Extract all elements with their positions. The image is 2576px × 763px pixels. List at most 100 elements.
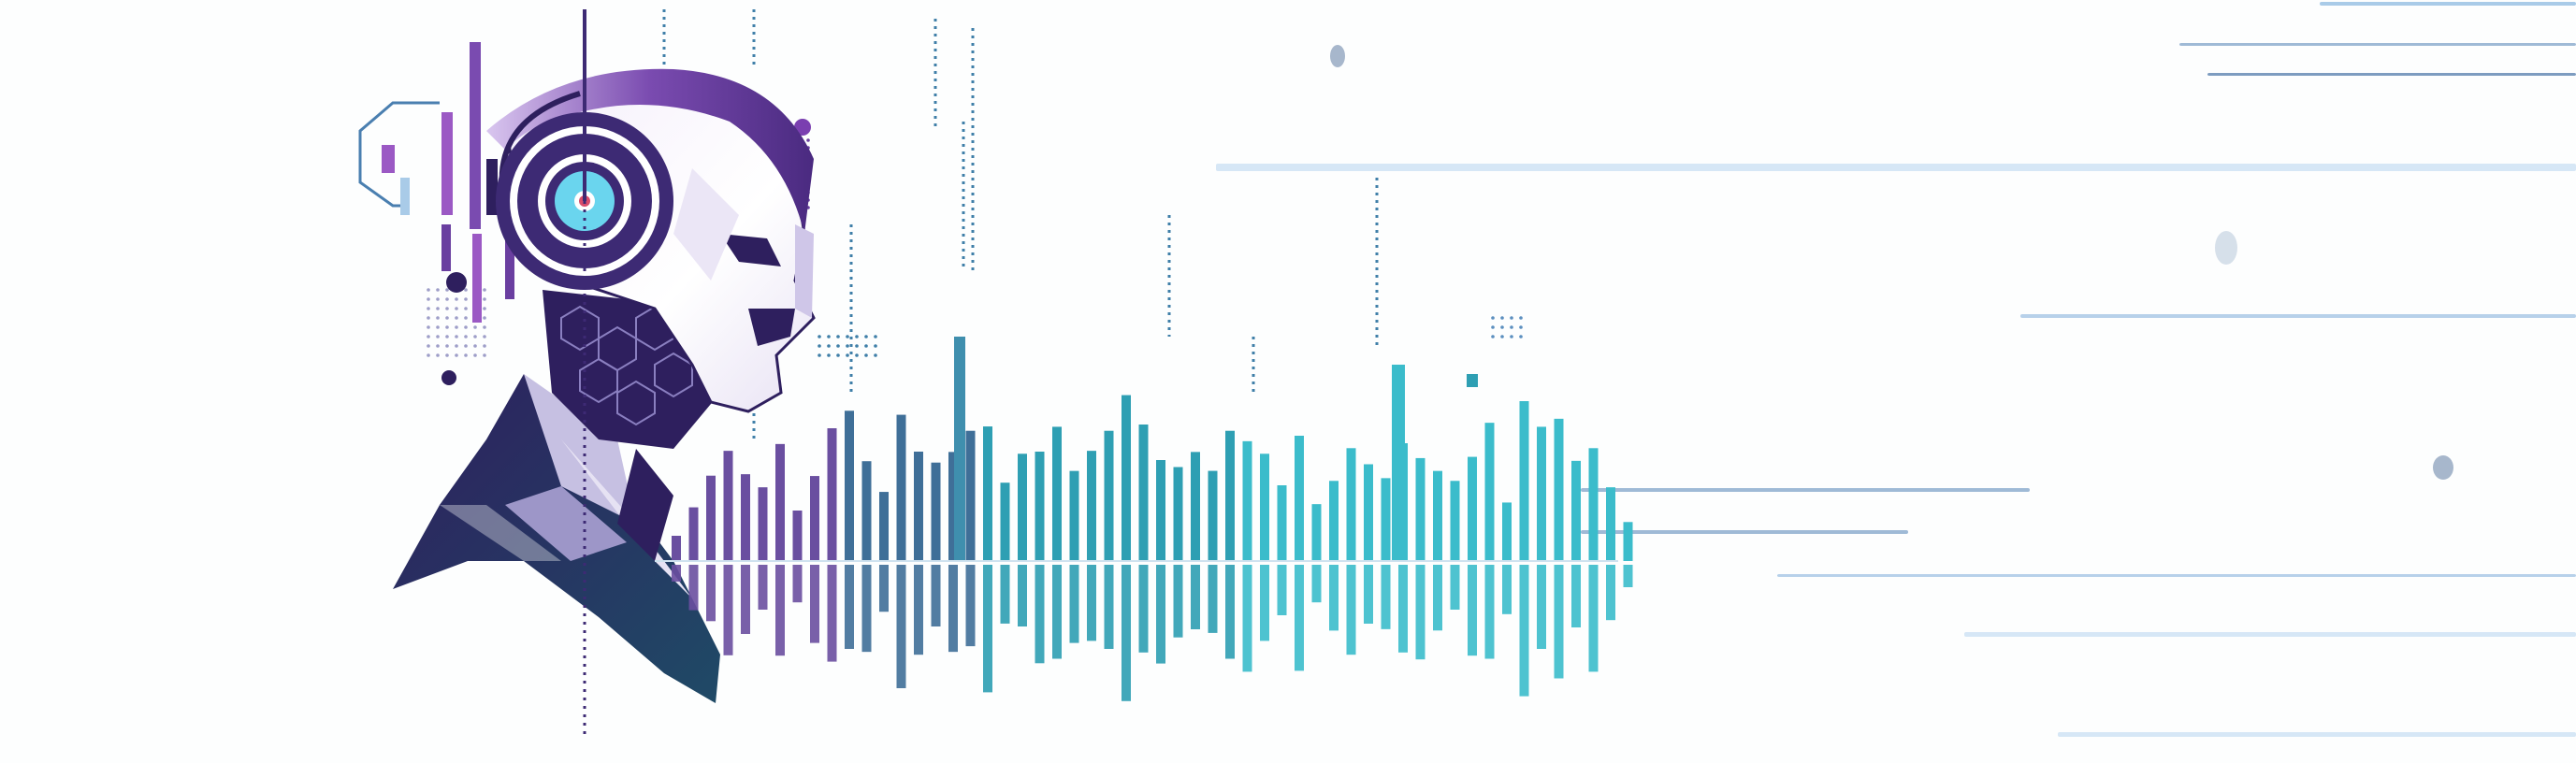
wave-bar-upper	[672, 536, 681, 561]
wave-bar-upper	[1000, 482, 1010, 561]
wave-bar-lower	[706, 565, 716, 622]
grid-dot	[846, 344, 849, 348]
grid-dot	[473, 353, 477, 357]
grid-dot	[436, 316, 440, 320]
wave-bar-lower	[1364, 565, 1373, 624]
grid-dot	[846, 353, 849, 357]
wave-bar-lower	[1035, 565, 1045, 664]
wave-bar-tall	[954, 337, 965, 561]
grid-dot	[464, 297, 468, 301]
grid-dot	[436, 307, 440, 310]
wave-bar-lower	[1242, 565, 1252, 672]
wave-bar-upper	[1571, 460, 1581, 561]
wave-bar-lower	[1468, 565, 1477, 656]
grid-dot	[827, 353, 831, 357]
grid-dot	[436, 325, 440, 329]
grid-dot	[1510, 325, 1513, 329]
grid-dot	[436, 297, 440, 301]
grid-dot	[864, 353, 868, 357]
wave-bar-lower	[1381, 565, 1391, 629]
grid-dot	[818, 344, 821, 348]
wave-bar-upper	[758, 487, 768, 561]
wave-bar-upper	[1537, 426, 1546, 561]
wave-bar-lower	[965, 565, 976, 647]
wave-bar-lower	[1104, 565, 1114, 649]
grid-dot	[836, 335, 840, 338]
wave-bar-upper	[1035, 452, 1045, 561]
wave-bar-upper	[965, 430, 976, 561]
wave-bar-lower	[1398, 565, 1408, 653]
speed-lines	[1216, 2, 2576, 737]
grid-dot	[1500, 335, 1504, 338]
grid-dot	[827, 335, 831, 338]
grid-dot	[427, 353, 430, 357]
wave-bar-lower	[741, 565, 750, 634]
grid-dot	[455, 297, 458, 301]
grid-dot	[464, 288, 468, 292]
wave-bar-lower	[1260, 565, 1269, 641]
wave-bar-lower	[896, 565, 906, 688]
wave-bar-upper	[1450, 481, 1460, 561]
wave-bar-lower	[914, 565, 923, 655]
speed-line	[1581, 530, 1908, 534]
grid-dot	[436, 288, 440, 292]
grid-dot	[455, 316, 458, 320]
wave-bar-upper	[1588, 448, 1599, 561]
wave-bar-lower	[1018, 565, 1027, 626]
grid-dot	[455, 344, 458, 348]
wave-bar-lower	[758, 565, 768, 610]
grid-dot	[445, 316, 449, 320]
wave-bar-lower	[845, 565, 854, 649]
wave-bar-upper	[1225, 430, 1235, 561]
wave-bar-lower	[1415, 565, 1425, 660]
grid-dot	[874, 335, 877, 338]
wave-bar-upper	[1156, 460, 1165, 561]
grid-dot	[483, 297, 486, 301]
wave-bar-upper	[1087, 451, 1096, 561]
wave-bar-lower	[1519, 565, 1529, 697]
grid-dot	[436, 344, 440, 348]
headphones-icon	[496, 9, 673, 739]
wave-bar-lower	[1122, 565, 1131, 701]
grid-dot	[1519, 335, 1523, 338]
grid-dot	[864, 335, 868, 338]
grid-dot	[483, 288, 486, 292]
wave-bar-lower	[1571, 565, 1581, 627]
grid-dot	[1519, 325, 1523, 329]
grid-dot	[818, 353, 821, 357]
wave-bar-upper	[1052, 426, 1062, 561]
grid-dot	[436, 353, 440, 357]
grid-dot	[445, 353, 449, 357]
grid-dot	[464, 316, 468, 320]
wave-bar-upper	[723, 451, 733, 561]
grid-dot	[445, 335, 449, 338]
speed-line	[1964, 632, 2576, 637]
wave-bar-lower	[1450, 565, 1460, 610]
wave-bar-upper	[845, 410, 854, 561]
wave-bar-upper	[1346, 448, 1356, 561]
wave-bar-upper	[1502, 502, 1512, 561]
grid-dot	[874, 344, 877, 348]
wave-bar-lower	[1052, 565, 1062, 659]
grid-dot	[483, 307, 486, 310]
wave-bar-lower	[1277, 565, 1287, 615]
wave-bar-lower	[1311, 565, 1322, 603]
grid-dot	[473, 344, 477, 348]
grid-dot	[427, 325, 430, 329]
wave-bar-upper	[1519, 401, 1529, 561]
grid-dot	[427, 297, 430, 301]
wave-bar-lower	[983, 565, 992, 693]
wave-bar-lower	[1000, 565, 1010, 624]
grid-dot	[445, 297, 449, 301]
wave-bar-upper	[1104, 430, 1114, 561]
wave-bar-lower	[1502, 565, 1512, 614]
grid-dot	[427, 288, 430, 292]
wave-bar-lower	[1138, 565, 1149, 653]
grid-dot	[827, 344, 831, 348]
wave-bar-upper	[1484, 423, 1495, 561]
grid-dot	[455, 307, 458, 310]
wave-bar-upper	[1311, 504, 1322, 561]
wave-bar-lower	[723, 565, 733, 655]
